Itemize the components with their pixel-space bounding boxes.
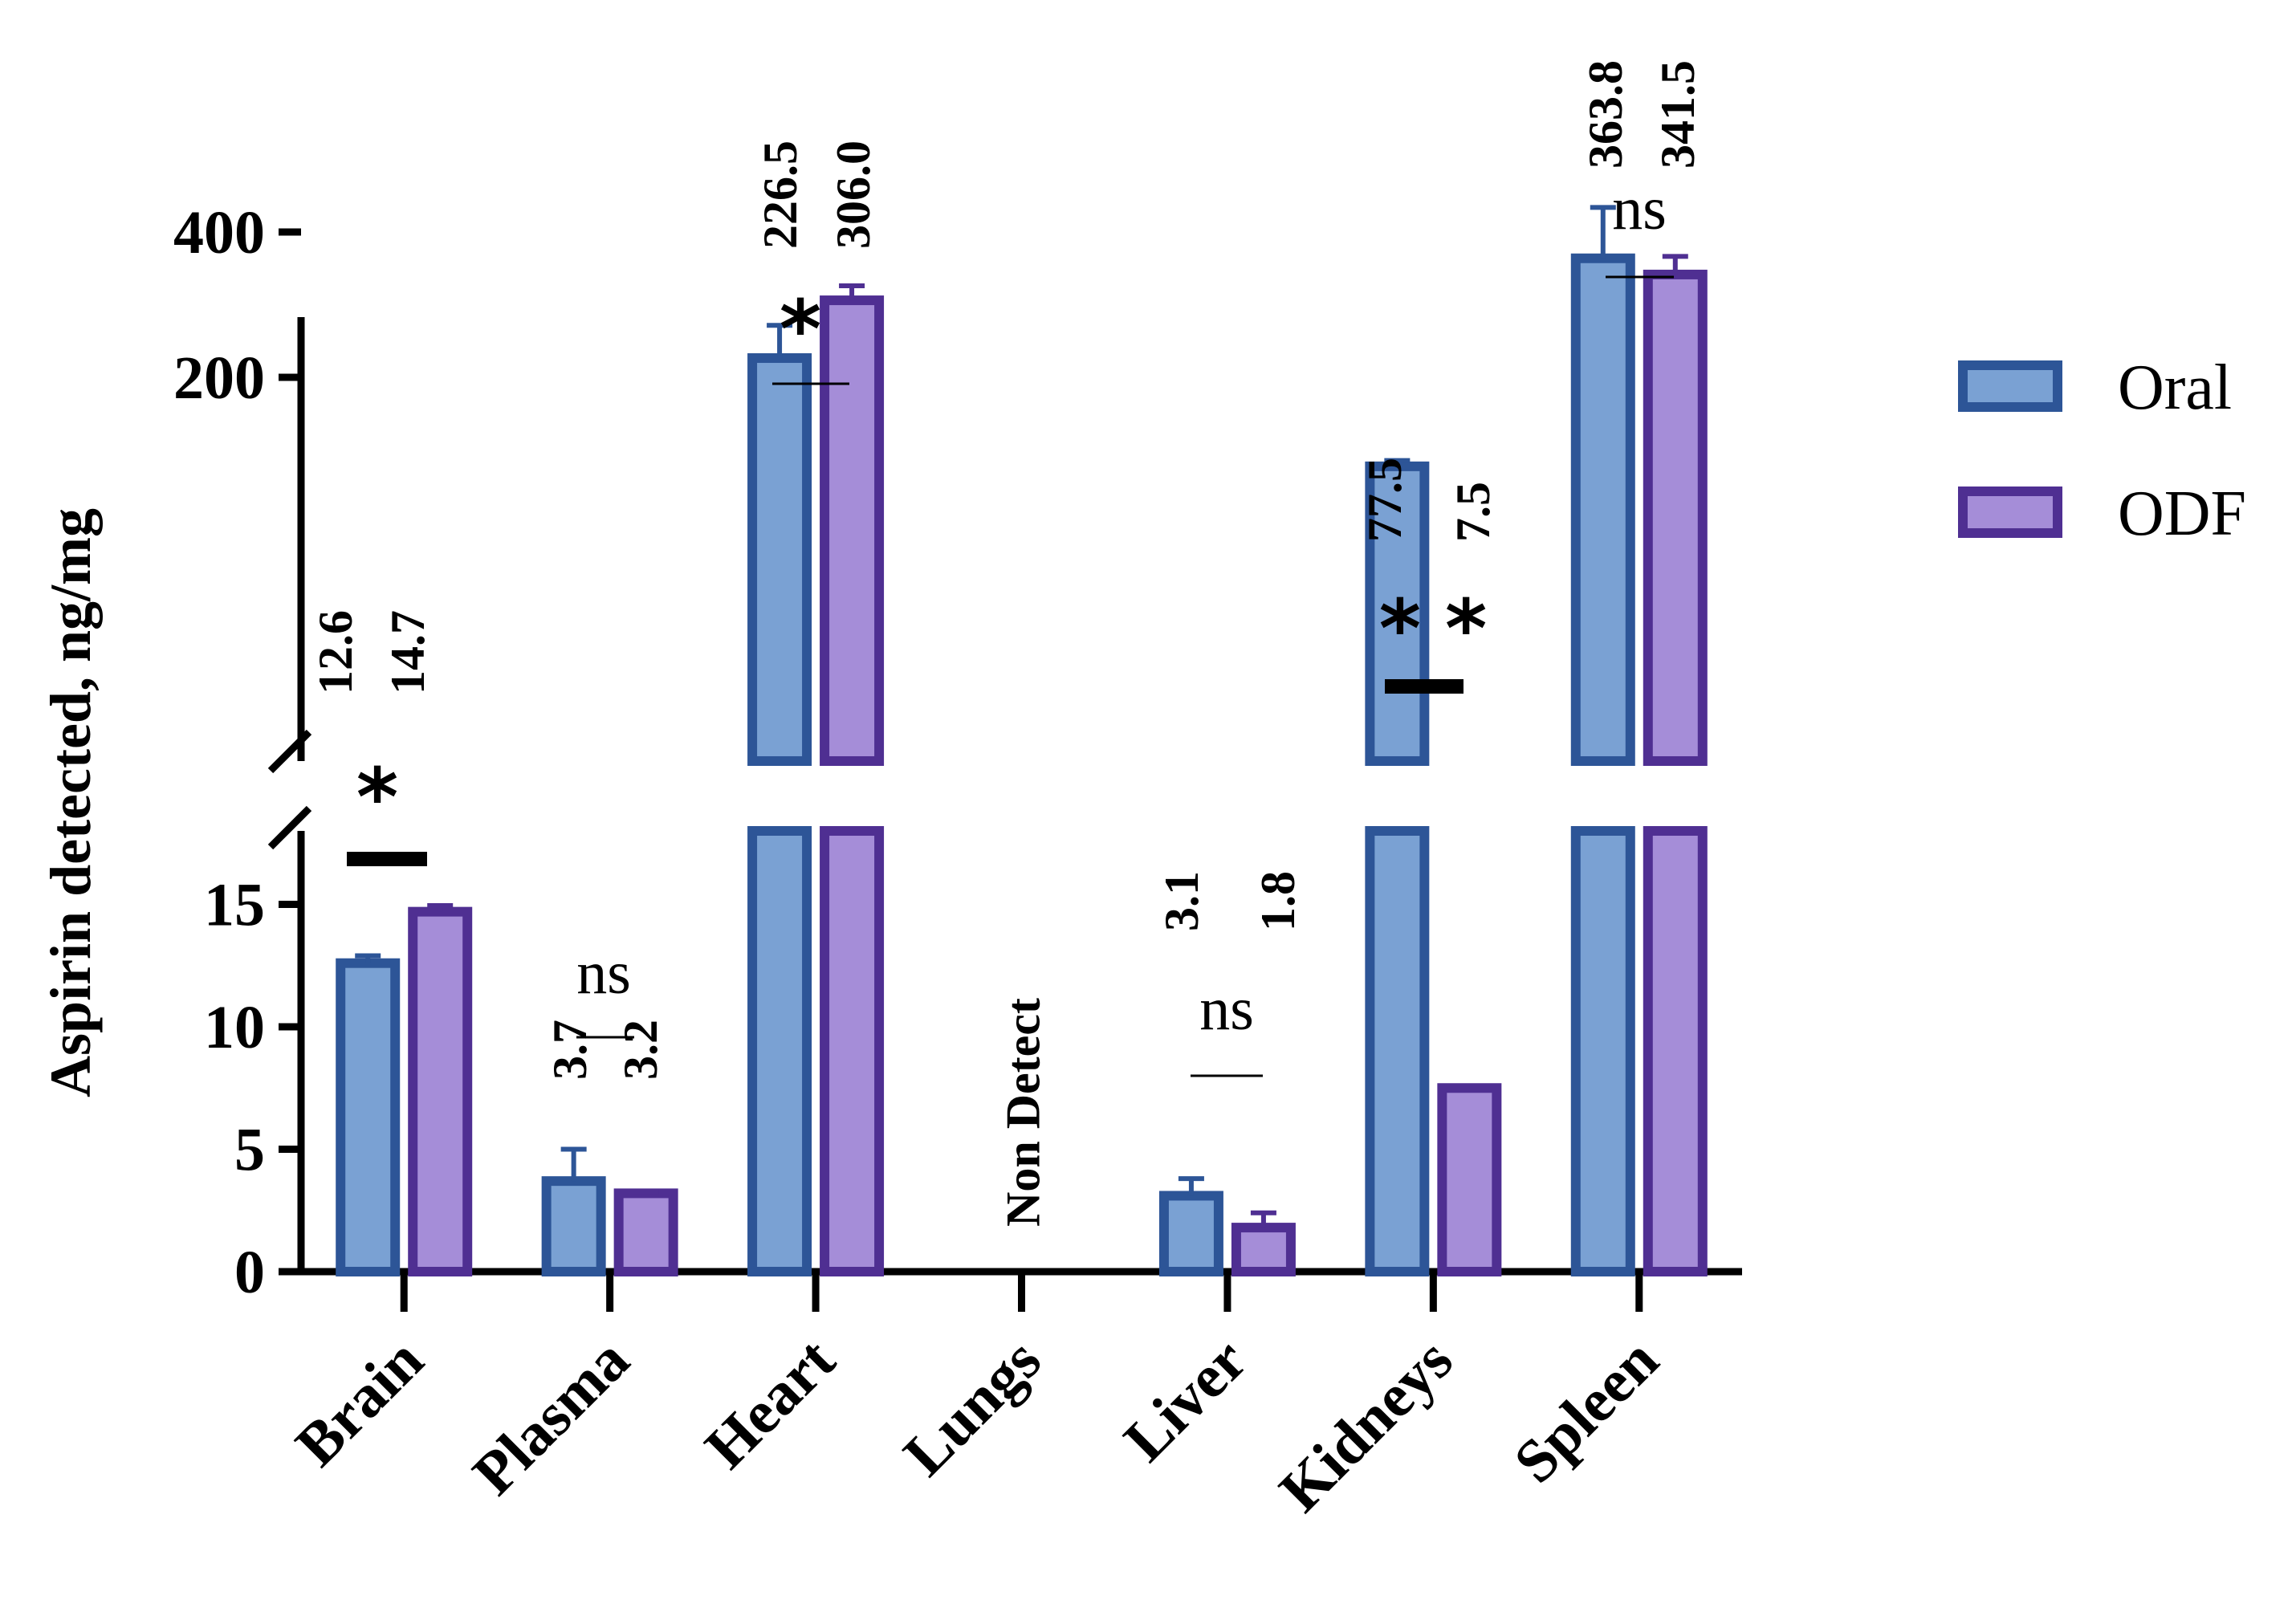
significance-label: ** <box>1379 582 1512 676</box>
value-label: 7.5 <box>1447 482 1500 542</box>
bar-oral-upper <box>747 353 812 766</box>
bar-odf <box>1643 826 1708 1276</box>
bar-oral-upper <box>1570 253 1635 766</box>
legend-swatch-odf <box>1958 487 2062 538</box>
bar-odf <box>1231 1223 1296 1276</box>
bar-odf-upper <box>820 295 885 766</box>
bars <box>336 205 1708 1277</box>
bar-oral-upper <box>1365 461 1430 766</box>
y-tick-label: 200 <box>173 344 265 412</box>
legend-label-odf: ODF <box>2118 478 2246 549</box>
bar-odf-upper <box>1643 269 1708 766</box>
bar-oral <box>1570 826 1635 1276</box>
significance-label: * <box>780 283 845 377</box>
legend: Oral ODF <box>1958 352 2246 549</box>
value-label: 341.5 <box>1651 60 1704 169</box>
value-label: 77.5 <box>1358 458 1411 542</box>
y-axis-label: Aspirin detected, ng/mg <box>39 508 103 1097</box>
bar-oral <box>541 1176 606 1277</box>
y-tick-label: 10 <box>204 994 265 1061</box>
labels: 12.6 14.7 3.7 3.2 226.5 306.0 3.1 1.8 77.5 7.5 363… <box>309 60 1704 1227</box>
x-tick-label: Lungs <box>891 1326 1054 1489</box>
significance-label: ns <box>576 939 631 1007</box>
y-tick-label: 5 <box>234 1117 265 1184</box>
value-label: 226.5 <box>754 140 807 249</box>
x-tick-label: Liver <box>1111 1326 1260 1475</box>
y-tick-label: 0 <box>234 1239 265 1306</box>
value-label: 306.0 <box>827 140 880 249</box>
legend-swatch-oral <box>1958 360 2062 412</box>
bar-oral <box>1158 1191 1223 1276</box>
bar-odf <box>613 1188 678 1277</box>
value-label: 3.7 <box>543 1020 596 1080</box>
y-tick-label: 15 <box>204 872 265 939</box>
value-label: 3.1 <box>1155 871 1208 931</box>
non-detect-annotation: Non Detect <box>997 998 1050 1227</box>
axis-break-mark-upper <box>267 729 312 774</box>
bar-oral <box>1365 826 1430 1276</box>
x-tick-label: Heart <box>692 1326 848 1482</box>
bar-odf <box>408 906 473 1277</box>
bar-oral <box>336 958 401 1276</box>
value-label: 1.8 <box>1252 871 1305 931</box>
bar-odf <box>820 826 885 1276</box>
x-tick-label: Kidneys <box>1267 1326 1466 1525</box>
bar-oral <box>747 826 812 1276</box>
value-label: 12.6 <box>309 610 362 694</box>
significance-label: ns <box>1199 975 1254 1043</box>
x-tick-label: Brain <box>283 1326 436 1480</box>
x-tick-label: Spleen <box>1501 1326 1671 1496</box>
significance-label: ns <box>1612 175 1667 242</box>
axis-break-mark-lower <box>267 805 312 850</box>
value-label: 363.8 <box>1579 60 1632 169</box>
value-label: 14.7 <box>381 610 434 694</box>
legend-label-oral: Oral <box>2118 352 2232 423</box>
y-tick-label: 400 <box>173 199 265 267</box>
significance-label: * <box>356 751 422 845</box>
bar-odf <box>1437 1083 1502 1276</box>
value-label: 3.2 <box>614 1020 667 1080</box>
x-tick-label: Plasma <box>460 1326 642 1508</box>
